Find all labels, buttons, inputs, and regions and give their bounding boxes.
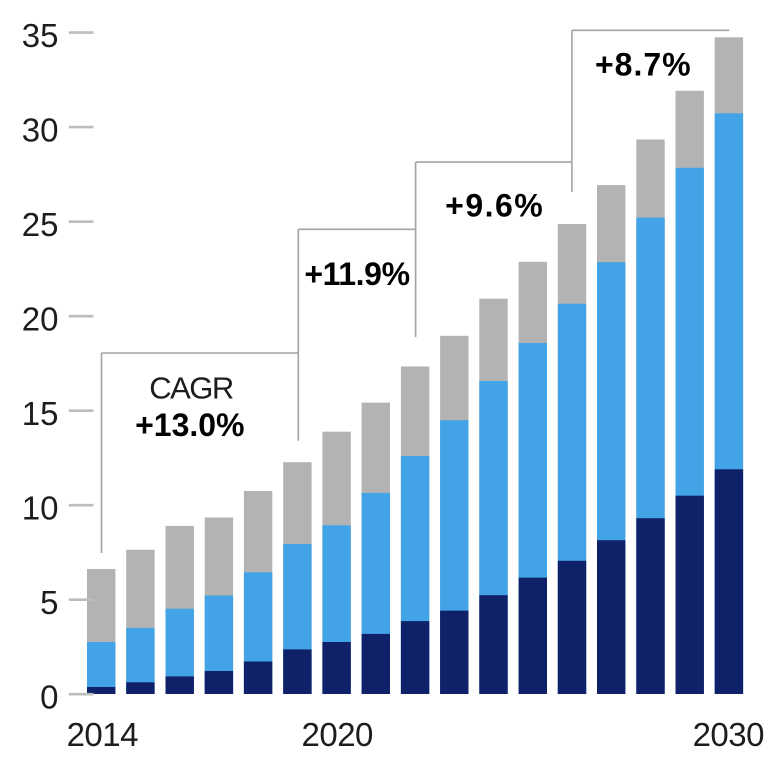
svg-text:20: 20	[22, 301, 59, 338]
svg-text:15: 15	[22, 395, 59, 432]
svg-text:2020: 2020	[301, 716, 373, 753]
svg-text:30: 30	[22, 111, 59, 148]
svg-text:10: 10	[22, 490, 59, 527]
svg-text:+9.6%: +9.6%	[445, 188, 544, 224]
svg-text:CAGR: CAGR	[149, 371, 233, 406]
svg-text:0: 0	[40, 679, 58, 716]
svg-text:+8.7%: +8.7%	[595, 47, 692, 83]
svg-text:+13.0%: +13.0%	[135, 407, 244, 443]
svg-text:+11.9%: +11.9%	[304, 256, 409, 292]
svg-text:35: 35	[22, 17, 59, 54]
svg-text:2014: 2014	[67, 716, 139, 753]
svg-text:2030: 2030	[693, 716, 765, 753]
svg-text:5: 5	[40, 584, 58, 621]
svg-text:25: 25	[22, 206, 59, 243]
